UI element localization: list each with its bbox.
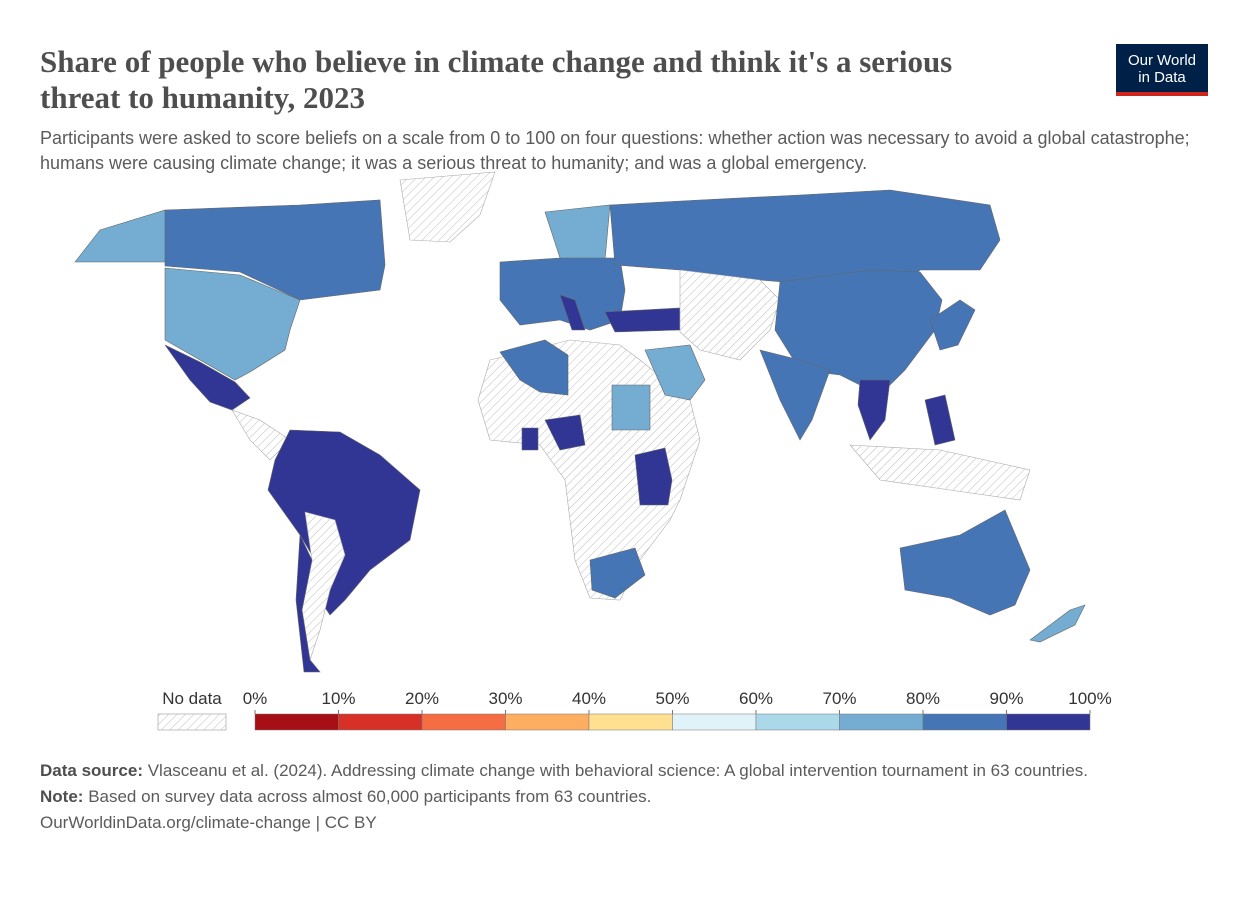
legend-swatch: [588, 713, 673, 731]
country[interactable]: [604, 307, 681, 333]
country[interactable]: [589, 547, 646, 599]
legend-tick-label: 50%: [655, 689, 689, 708]
country[interactable]: [857, 379, 891, 441]
country[interactable]: [267, 429, 421, 616]
legend-swatch: [505, 713, 590, 731]
country[interactable]: [164, 267, 301, 381]
no-data-label: No data: [162, 689, 222, 708]
country[interactable]: [499, 257, 626, 331]
source-label: Data source:: [40, 761, 143, 780]
country[interactable]: [899, 509, 1031, 616]
country[interactable]: [544, 414, 586, 451]
legend-swatch: [254, 713, 339, 731]
country[interactable]: [924, 394, 956, 446]
title: Share of people who believe in climate c…: [40, 44, 953, 115]
country[interactable]: [295, 533, 321, 673]
country[interactable]: [774, 269, 943, 396]
footer: Data source: Vlasceanu et al. (2024). Ad…: [40, 760, 1140, 838]
legend-tick-label: 100%: [1068, 689, 1111, 708]
legend-tick-label: 60%: [739, 689, 773, 708]
country[interactable]: [559, 294, 586, 331]
legend-tick-label: 20%: [405, 689, 439, 708]
legend-tick-label: 70%: [822, 689, 856, 708]
country[interactable]: [611, 384, 651, 431]
country[interactable]: [634, 447, 673, 506]
legend-swatch: [755, 713, 840, 731]
country[interactable]: [1029, 604, 1086, 643]
legend-tick-label: 90%: [989, 689, 1023, 708]
logo-line: Our World: [1127, 52, 1197, 69]
country[interactable]: [644, 344, 706, 401]
note: Based on survey data across almost 60,00…: [88, 787, 652, 806]
map: No data 0% 10% 20% 30% 40% 50% 60% 70% 80% 90% 100%: [74, 171, 1112, 731]
country[interactable]: [499, 339, 569, 396]
subtitle: Participants were asked to score beliefs…: [40, 128, 1190, 173]
logo[interactable]: Our World in Data: [1116, 44, 1208, 96]
source-line: Data source: Vlasceanu et al. (2024). Ad…: [40, 760, 1140, 782]
country[interactable]: [164, 344, 251, 411]
legend-swatch: [421, 713, 506, 731]
country[interactable]: [544, 204, 611, 263]
country[interactable]: [929, 299, 976, 351]
no-data-swatch: [157, 713, 227, 731]
source: Vlasceanu et al. (2024). Addressing clim…: [147, 761, 1089, 780]
logo-line: in Data: [1138, 69, 1186, 86]
legend-swatch: [338, 713, 423, 731]
country[interactable]: [849, 444, 1031, 501]
legend-swatch: [1006, 713, 1091, 731]
country[interactable]: [679, 269, 781, 361]
note-line: Note: Based on survey data across almost…: [40, 786, 1140, 808]
legend-swatch: [839, 713, 924, 731]
legend-tick-label: 10%: [321, 689, 355, 708]
legend-tick-label: 40%: [572, 689, 606, 708]
country[interactable]: [399, 171, 496, 243]
url[interactable]: OurWorldinData.org/climate-change | CC B…: [40, 813, 377, 832]
country[interactable]: [164, 199, 386, 301]
country[interactable]: [74, 209, 171, 263]
legend-tick-label: 30%: [488, 689, 522, 708]
legend-swatch: [922, 713, 1007, 731]
country[interactable]: [759, 349, 831, 441]
legend-tick-label: 0%: [243, 689, 268, 708]
legend-tick-label: 80%: [906, 689, 940, 708]
country[interactable]: [609, 189, 1001, 291]
legend-swatch: [672, 713, 757, 731]
note-label: Note:: [40, 787, 84, 806]
country[interactable]: [521, 427, 539, 451]
